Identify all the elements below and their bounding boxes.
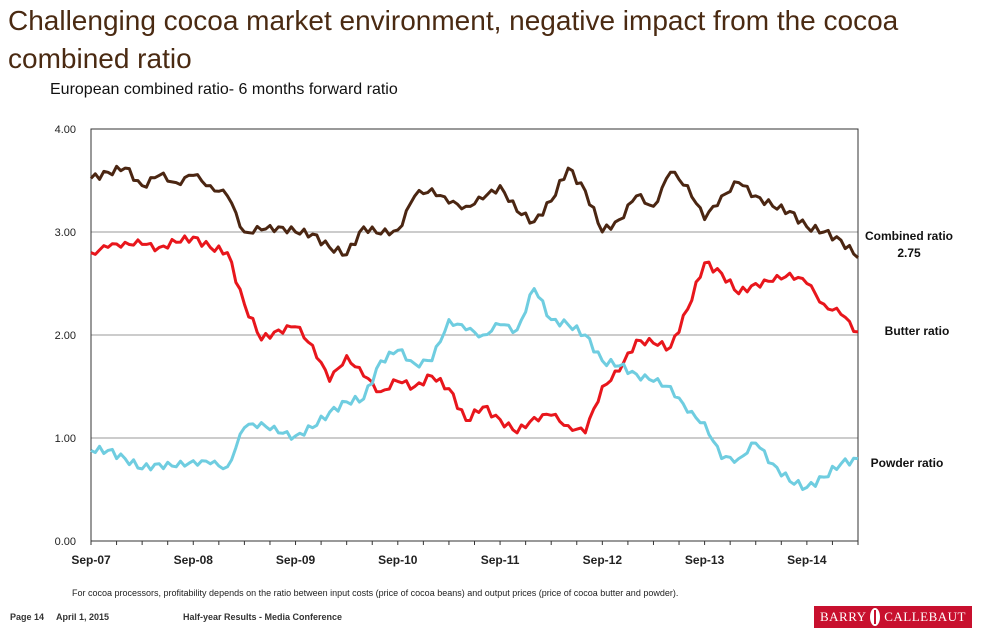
axis-layer: 0.00 1.00 2.00 3.00 4.00 Sep-07 Sep-08 Sep-09 Se… — [55, 124, 858, 567]
x-tick-label: Sep-10 — [378, 553, 418, 567]
footnote: For cocoa processors, profitability depe… — [72, 588, 678, 598]
series-end-value: 2.75 — [897, 246, 921, 260]
series-label: Butter ratio — [885, 324, 950, 338]
x-tick-label: Sep-13 — [685, 553, 725, 567]
series-label: Powder ratio — [871, 456, 944, 470]
grid-layer — [91, 232, 858, 438]
y-tick-label: 4.00 — [55, 124, 76, 136]
x-tick-label: Sep-12 — [583, 553, 623, 567]
footer-date: April 1, 2015 — [56, 612, 109, 622]
x-tick-label: Sep-09 — [276, 553, 316, 567]
y-tick-label: 2.00 — [55, 330, 76, 342]
series-line-butter-ratio — [91, 236, 858, 433]
series-layer — [91, 166, 858, 489]
x-tick-label: Sep-07 — [71, 553, 111, 567]
x-tick-label: Sep-08 — [174, 553, 214, 567]
series-line-powder-ratio — [91, 289, 858, 490]
y-tick-label: 1.00 — [55, 433, 76, 445]
y-tick-label: 3.00 — [55, 227, 76, 239]
footer-event: Half-year Results - Media Conference — [183, 612, 342, 622]
line-chart: 0.00 1.00 2.00 3.00 4.00 Sep-07 Sep-08 Sep-09 Se… — [0, 0, 990, 600]
y-tick-label: 0.00 — [55, 536, 76, 548]
series-line-combined-ratio — [91, 166, 858, 257]
cocoa-bean-icon — [870, 608, 880, 626]
logo-text-left: BARRY — [820, 609, 867, 625]
footer-page: Page 14 — [10, 612, 44, 622]
logo-text-right: CALLEBAUT — [884, 609, 966, 625]
brand-logo: BARRY CALLEBAUT — [814, 606, 972, 628]
x-tick-label: Sep-14 — [787, 553, 827, 567]
x-tick-label: Sep-11 — [481, 553, 520, 567]
series-label-layer: Combined ratio 2.75 Butter ratio Powder rat… — [865, 229, 953, 470]
series-label: Combined ratio — [865, 229, 953, 243]
